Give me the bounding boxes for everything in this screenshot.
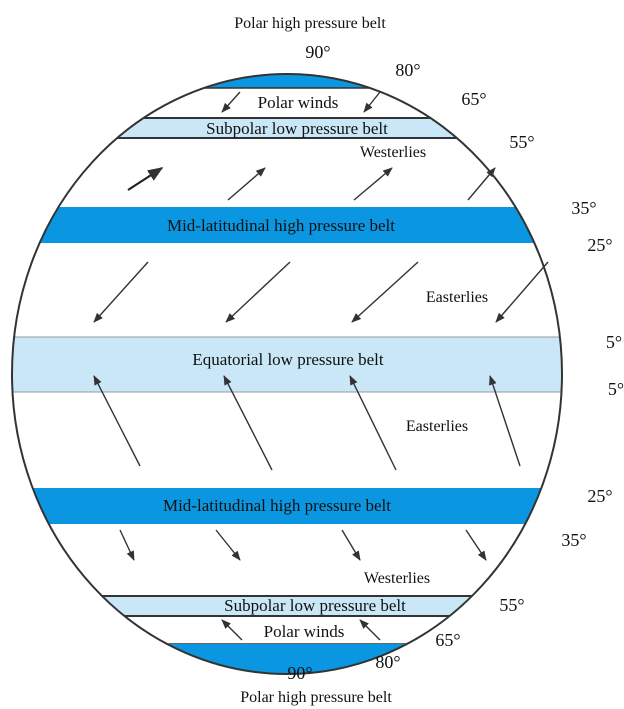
degree-s35: 35°: [561, 530, 586, 550]
north-subpolar-low-band: [12, 118, 562, 138]
south-westerlies-arrow-4: [465, 529, 487, 561]
north-easterlies-arrow-4: [495, 261, 549, 323]
south-midlat-belt-label: Mid-latitudinal high pressure belt: [163, 496, 391, 515]
south-midlat-high-band: [12, 488, 562, 524]
south-easterlies-label: Easterlies: [406, 418, 468, 435]
degree-s5: 5°: [608, 379, 624, 399]
south-westerlies-arrow-1: [119, 529, 135, 561]
degree-n90: 90°: [305, 42, 330, 62]
north-midlat-belt-label: Mid-latitudinal high pressure belt: [167, 216, 395, 235]
south-easterlies-arrow-4: [489, 375, 521, 467]
south-polar-wind-arrow-right: [359, 619, 381, 641]
top-title: Polar high pressure belt: [234, 15, 386, 32]
north-westerlies-arrow-3: [353, 167, 393, 201]
south-subpolar-belt-label: Subpolar low pressure belt: [224, 596, 406, 615]
north-westerlies-arrow-4: [467, 167, 496, 201]
degree-n55: 55°: [509, 132, 534, 152]
degree-s65: 65°: [435, 630, 460, 650]
north-easterlies-arrow-3: [351, 261, 419, 323]
north-subpolar-belt-label: Subpolar low pressure belt: [206, 119, 388, 138]
north-westerlies-label: Westerlies: [360, 144, 426, 161]
degree-s80: 80°: [375, 652, 400, 672]
south-polar-wind-arrow-left: [221, 619, 243, 641]
north-polar-wind-arrow-right: [363, 91, 381, 113]
south-polar-winds-label: Polar winds: [264, 622, 345, 641]
degree-n5: 5°: [606, 332, 622, 352]
north-westerlies-arrow-2: [227, 167, 266, 201]
degree-n80: 80°: [395, 60, 420, 80]
degree-s90: 90°: [287, 663, 312, 683]
north-easterlies-label: Easterlies: [426, 289, 488, 306]
south-easterlies-arrow-1: [93, 375, 141, 467]
globe-outline: [11, 73, 563, 675]
degree-s55: 55°: [499, 595, 524, 615]
south-easterlies-arrow-3: [349, 375, 397, 471]
north-westerlies-arrow-1: [127, 167, 164, 191]
bottom-title: Polar high pressure belt: [240, 689, 392, 706]
south-subpolar-low-band: [12, 596, 562, 616]
north-midlat-high-band: [12, 207, 562, 243]
south-westerlies-label: Westerlies: [364, 570, 430, 587]
south-westerlies-arrow-2: [215, 529, 241, 561]
south-westerlies-arrow-3: [341, 529, 361, 561]
degree-n25: 25°: [587, 235, 612, 255]
equatorial-low-band: [12, 337, 562, 392]
equatorial-belt-label: Equatorial low pressure belt: [192, 350, 383, 369]
north-easterlies-arrow-2: [225, 261, 291, 323]
degree-n35: 35°: [571, 198, 596, 218]
south-easterlies-arrow-2: [223, 375, 273, 471]
north-polar-wind-arrow-left: [221, 91, 241, 113]
north-easterlies-arrow-1: [93, 261, 149, 323]
degree-s25: 25°: [587, 486, 612, 506]
degree-n65: 65°: [461, 89, 486, 109]
north-polar-winds-label: Polar winds: [258, 93, 339, 112]
